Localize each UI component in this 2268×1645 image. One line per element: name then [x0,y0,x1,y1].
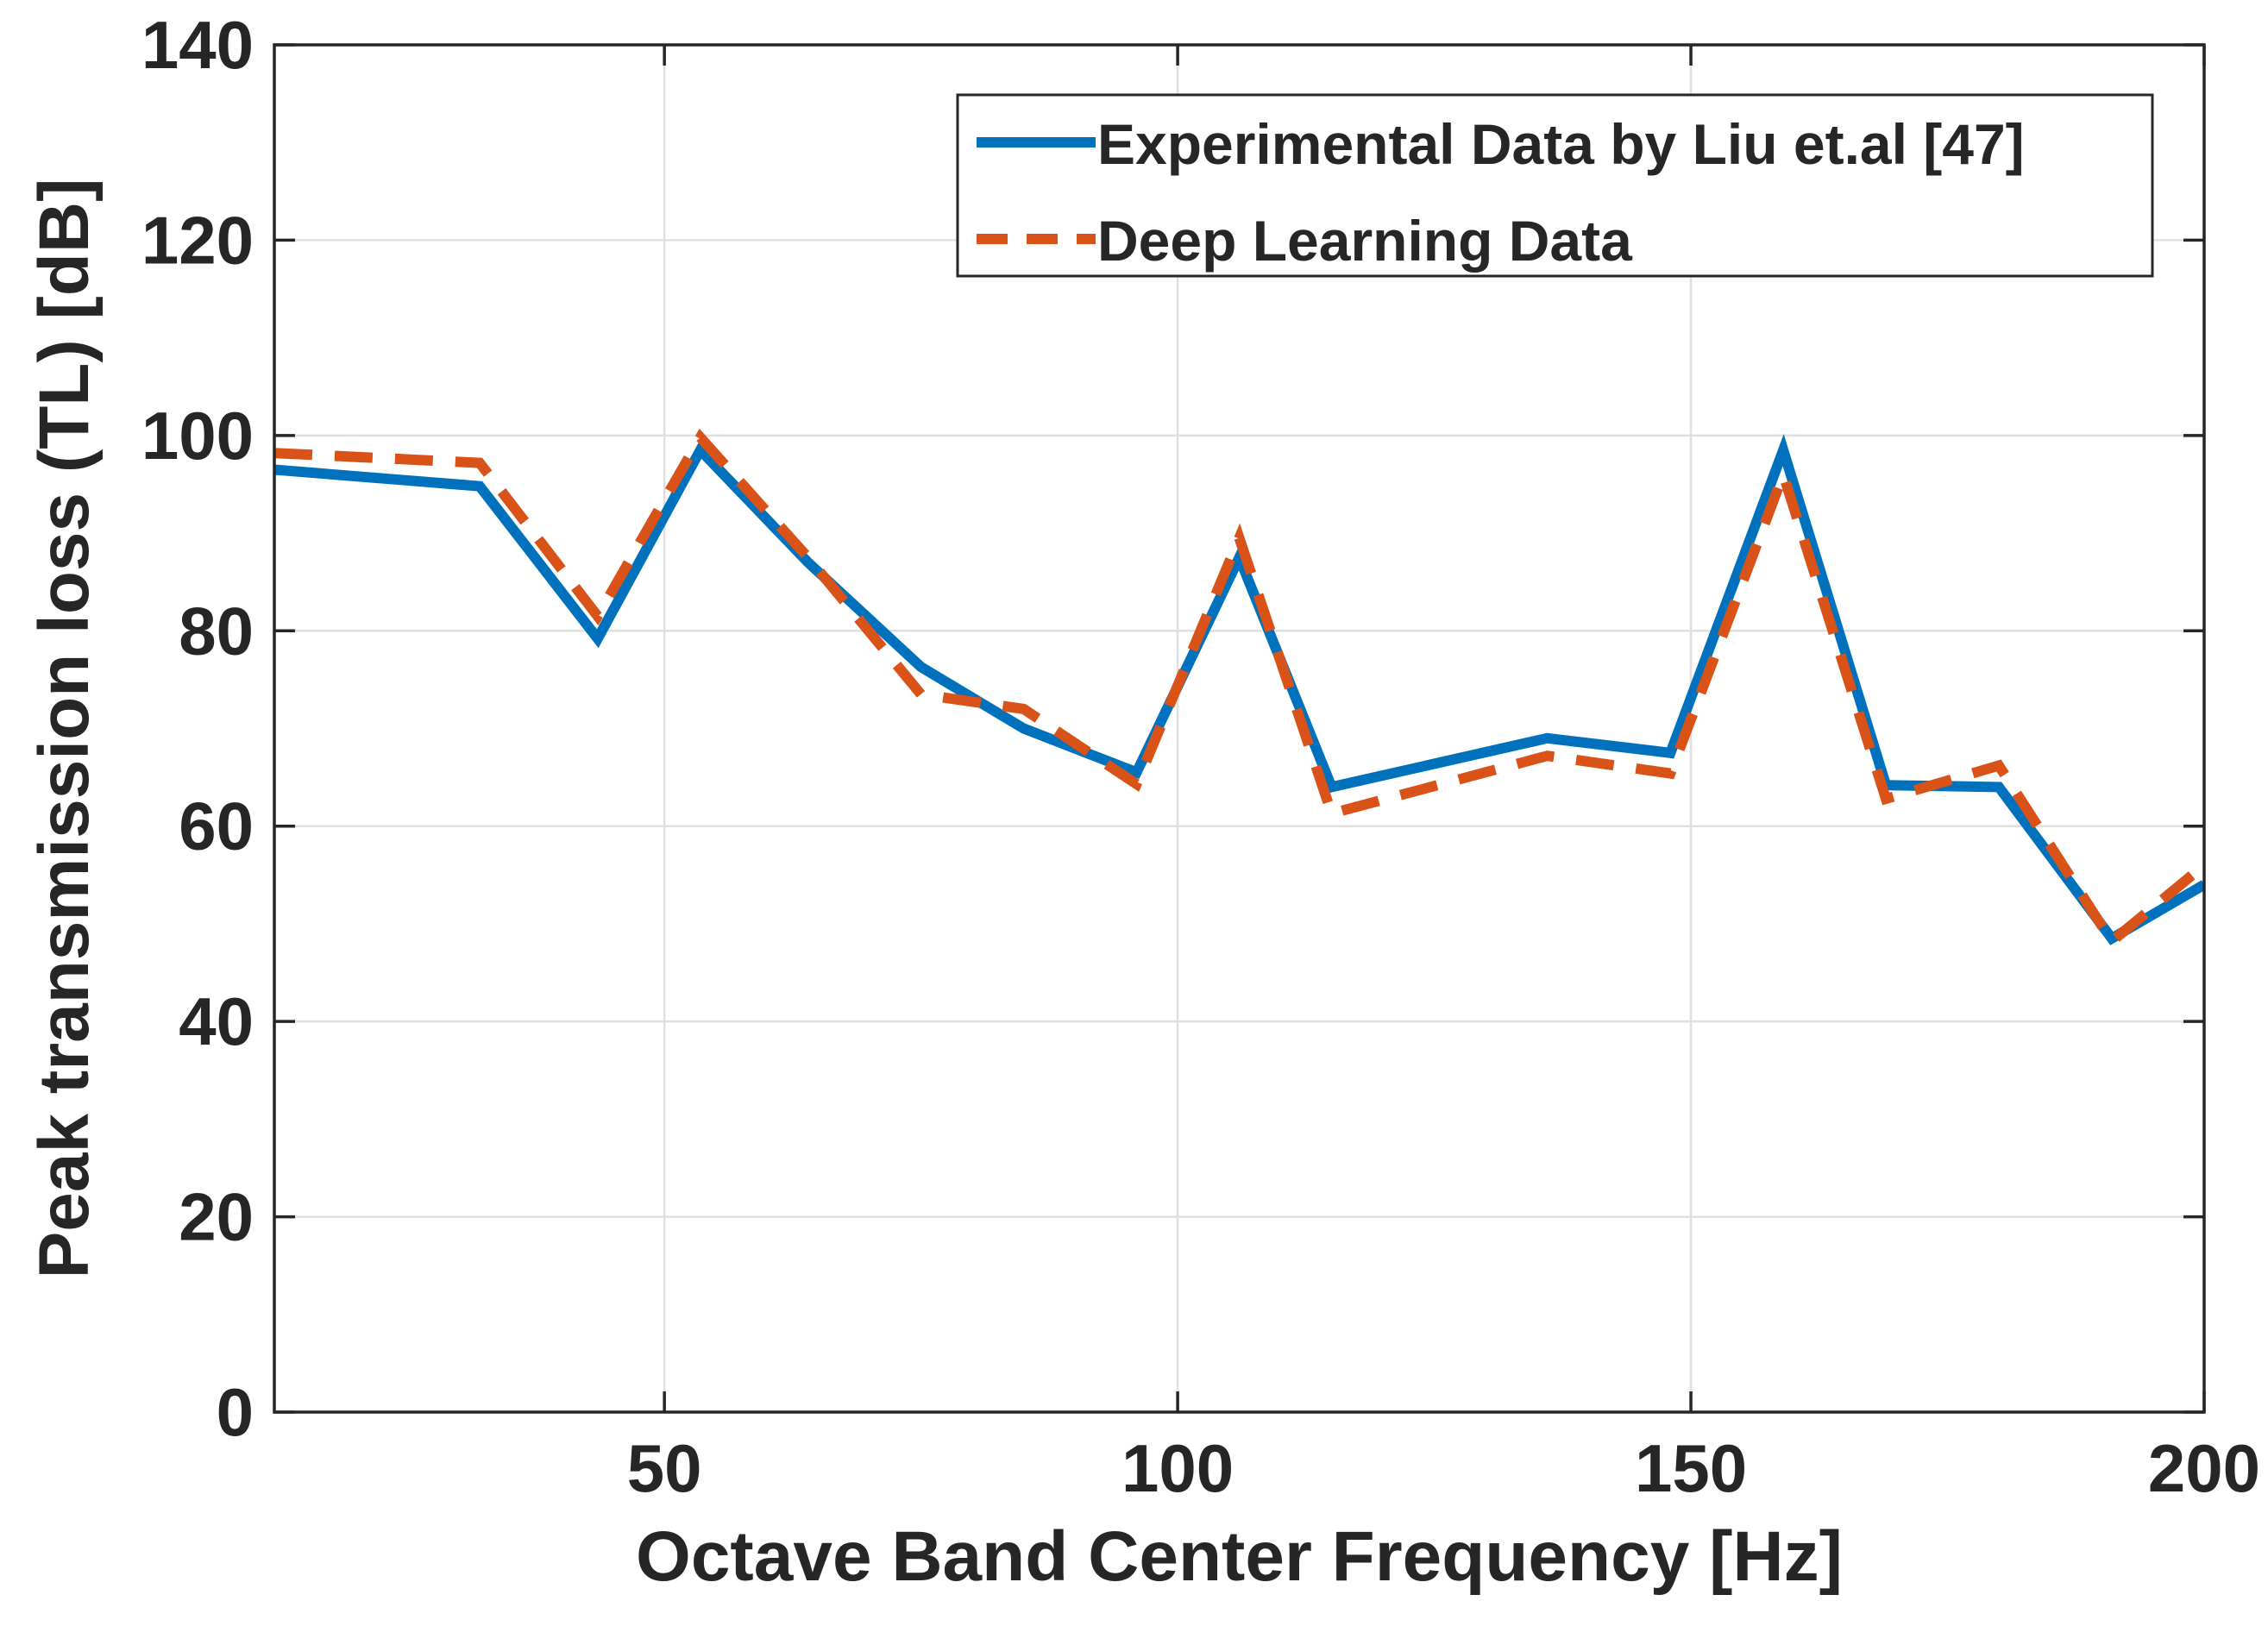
legend-label: Experimental Data by Liu et.al [47] [1097,112,2025,176]
x-tick-label: 100 [1121,1430,1234,1506]
legend: Experimental Data by Liu et.al [47] Deep … [958,95,2152,276]
y-axis-label: Peak transmission loss (TL) [dB] [25,179,104,1279]
x-axis-label: Octave Band Center Frequency [Hz] [636,1517,1843,1596]
y-tick-label: 120 [141,202,254,278]
y-tick-label: 140 [141,7,254,83]
legend-label: Deep Learning Data [1097,209,1633,273]
y-tick-label: 40 [179,983,254,1059]
y-tick-label: 0 [217,1374,254,1450]
x-tick-label: 50 [627,1430,702,1506]
y-tick-label: 100 [141,398,254,474]
x-tick-label: 150 [1635,1430,1747,1506]
y-tick-label: 20 [179,1179,254,1255]
x-tick-label: 200 [2148,1430,2260,1506]
y-tick-label: 80 [179,593,254,669]
y-tick-label: 60 [179,788,254,864]
